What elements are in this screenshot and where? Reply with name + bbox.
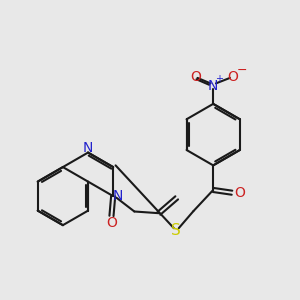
Text: O: O — [227, 70, 238, 83]
Text: O: O — [234, 186, 245, 200]
Text: O: O — [190, 70, 201, 83]
Text: O: O — [106, 217, 117, 230]
Text: +: + — [215, 74, 223, 84]
Text: S: S — [171, 224, 181, 238]
Text: N: N — [83, 141, 93, 155]
Text: N: N — [208, 79, 218, 93]
Text: −: − — [237, 64, 247, 77]
Text: N: N — [113, 189, 123, 203]
